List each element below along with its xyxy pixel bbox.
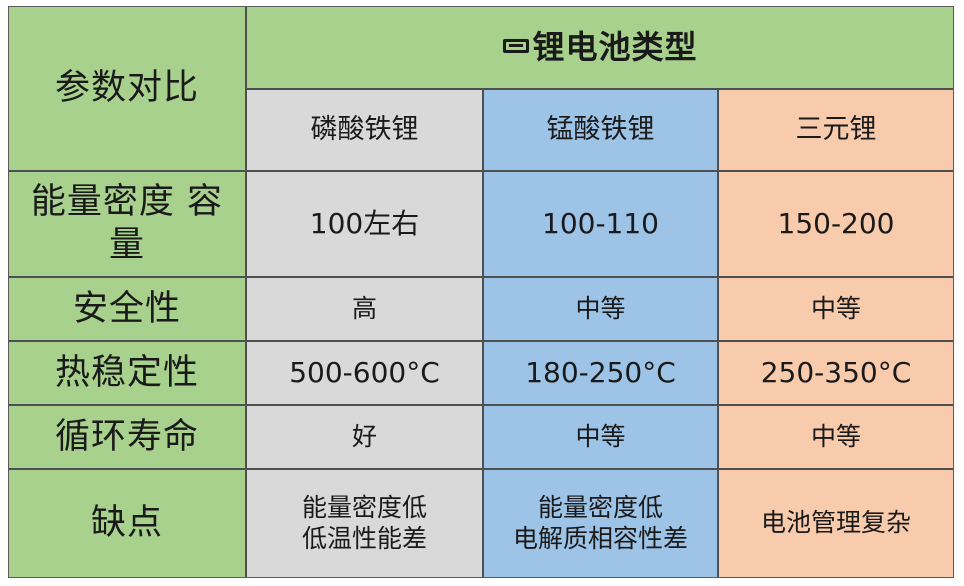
cell-value: 250-350°C <box>716 340 953 406</box>
cell-value: 100左右 <box>245 170 484 278</box>
cell-value: 180-250°C <box>482 340 719 406</box>
cell-value: 150-200 <box>716 170 953 278</box>
comparison-table-frame: 参数对比 锂电池类型 磷酸铁锂 锰酸铁锂 三元锂 能量密度 容 量 100左右 … <box>8 6 954 578</box>
type-header-ncm: 三元锂 <box>716 88 953 172</box>
cell-value: 中等 <box>482 276 719 342</box>
group-title: 锂电池类型 <box>532 27 698 66</box>
cell-value: 能量密度低 电解质相容性差 <box>482 468 719 577</box>
cell-value: 能量密度低 低温性能差 <box>245 468 484 577</box>
table-row: 安全性 高 中等 中等 <box>9 276 953 342</box>
row-label-drawbacks: 缺点 <box>9 468 247 577</box>
cell-value: 中等 <box>716 404 953 470</box>
type-header-lfp: 磷酸铁锂 <box>245 88 484 172</box>
cell-value: 中等 <box>716 276 953 342</box>
cell-value: 高 <box>245 276 484 342</box>
row-label-cycle-life: 循环寿命 <box>9 404 247 470</box>
type-header-lmfp: 锰酸铁锂 <box>482 88 719 172</box>
cell-value: 好 <box>245 404 484 470</box>
param-header-cell: 参数对比 <box>9 7 247 172</box>
table-row: 循环寿命 好 中等 中等 <box>9 404 953 470</box>
header-row-types: 磷酸铁锂 锰酸铁锂 三元锂 <box>9 88 953 172</box>
row-label-safety: 安全性 <box>9 276 247 342</box>
table-row: 能量密度 容 量 100左右 100-110 150-200 <box>9 170 953 278</box>
table-row: 热稳定性 500-600°C 180-250°C 250-350°C <box>9 340 953 406</box>
row-label-thermal-stability: 热稳定性 <box>9 340 247 406</box>
battery-comparison-table: 参数对比 锂电池类型 磷酸铁锂 锰酸铁锂 三元锂 能量密度 容 量 100左右 … <box>9 7 953 577</box>
cell-value: 中等 <box>482 404 719 470</box>
cell-value: 电池管理复杂 <box>716 468 953 577</box>
table-row: 缺点 能量密度低 低温性能差 能量密度低 电解质相容性差 电池管理复杂 <box>9 468 953 577</box>
group-title-cell: 锂电池类型 <box>244 7 953 90</box>
cell-value: 100-110 <box>482 170 719 278</box>
battery-icon <box>502 38 529 53</box>
cell-value: 500-600°C <box>245 340 484 406</box>
row-label-energy-density: 能量密度 容 量 <box>9 170 247 278</box>
header-row-title: 参数对比 锂电池类型 <box>9 7 953 172</box>
